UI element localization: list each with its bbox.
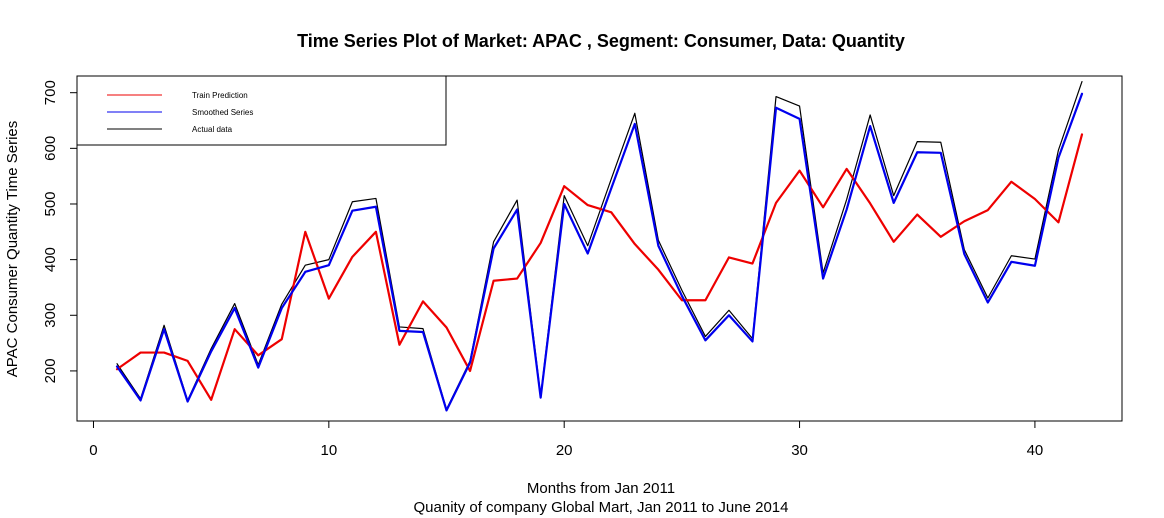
legend-label-train-prediction: Train Prediction	[192, 91, 248, 100]
y-axis-label: APAC Consumer Quantity Time Series	[4, 121, 21, 377]
y-tick-label: 300	[42, 303, 59, 328]
y-tick-label: 200	[42, 358, 59, 383]
chart-subtitle: Quanity of company Global Mart, Jan 2011…	[414, 499, 789, 516]
series-line-smoothed-series	[115, 92, 1084, 412]
x-tick-label: 10	[320, 442, 337, 459]
x-tick-label: 0	[89, 442, 97, 459]
x-tick-label: 20	[556, 442, 573, 459]
y-tick-label: 700	[42, 80, 59, 105]
legend-box	[76, 75, 447, 146]
legend-label-actual-data: Actual data	[192, 125, 233, 134]
series-layer	[115, 80, 1084, 412]
series-line-actual-data	[116, 80, 1083, 410]
x-tick-label: 30	[791, 442, 808, 459]
series-line-train-prediction	[115, 133, 1084, 401]
chart-title: Time Series Plot of Market: APAC , Segme…	[297, 31, 905, 51]
y-axis: 200 300 400 500 600 700	[42, 80, 78, 383]
x-axis: 0 10 20 30 40	[89, 420, 1044, 459]
legend-label-smoothed-series: Smoothed Series	[192, 108, 253, 117]
x-axis-label: Months from Jan 2011	[527, 480, 675, 497]
y-tick-label: 400	[42, 247, 59, 272]
y-tick-label: 500	[42, 191, 59, 216]
x-tick-label: 40	[1027, 442, 1044, 459]
legend: Train Prediction Smoothed Series Actual …	[76, 75, 447, 146]
y-tick-label: 600	[42, 136, 59, 161]
